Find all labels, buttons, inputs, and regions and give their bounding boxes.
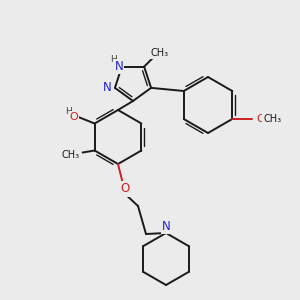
Text: CH₃: CH₃: [150, 48, 168, 58]
Text: N: N: [103, 81, 111, 94]
Text: O: O: [257, 114, 266, 124]
Text: CH₃: CH₃: [61, 151, 80, 160]
Text: CH₃: CH₃: [263, 114, 281, 124]
Text: N: N: [162, 220, 170, 232]
Text: H: H: [110, 55, 117, 64]
Text: N: N: [115, 60, 123, 73]
Text: O: O: [120, 182, 130, 196]
Text: H: H: [65, 107, 72, 116]
Text: O: O: [69, 112, 78, 122]
